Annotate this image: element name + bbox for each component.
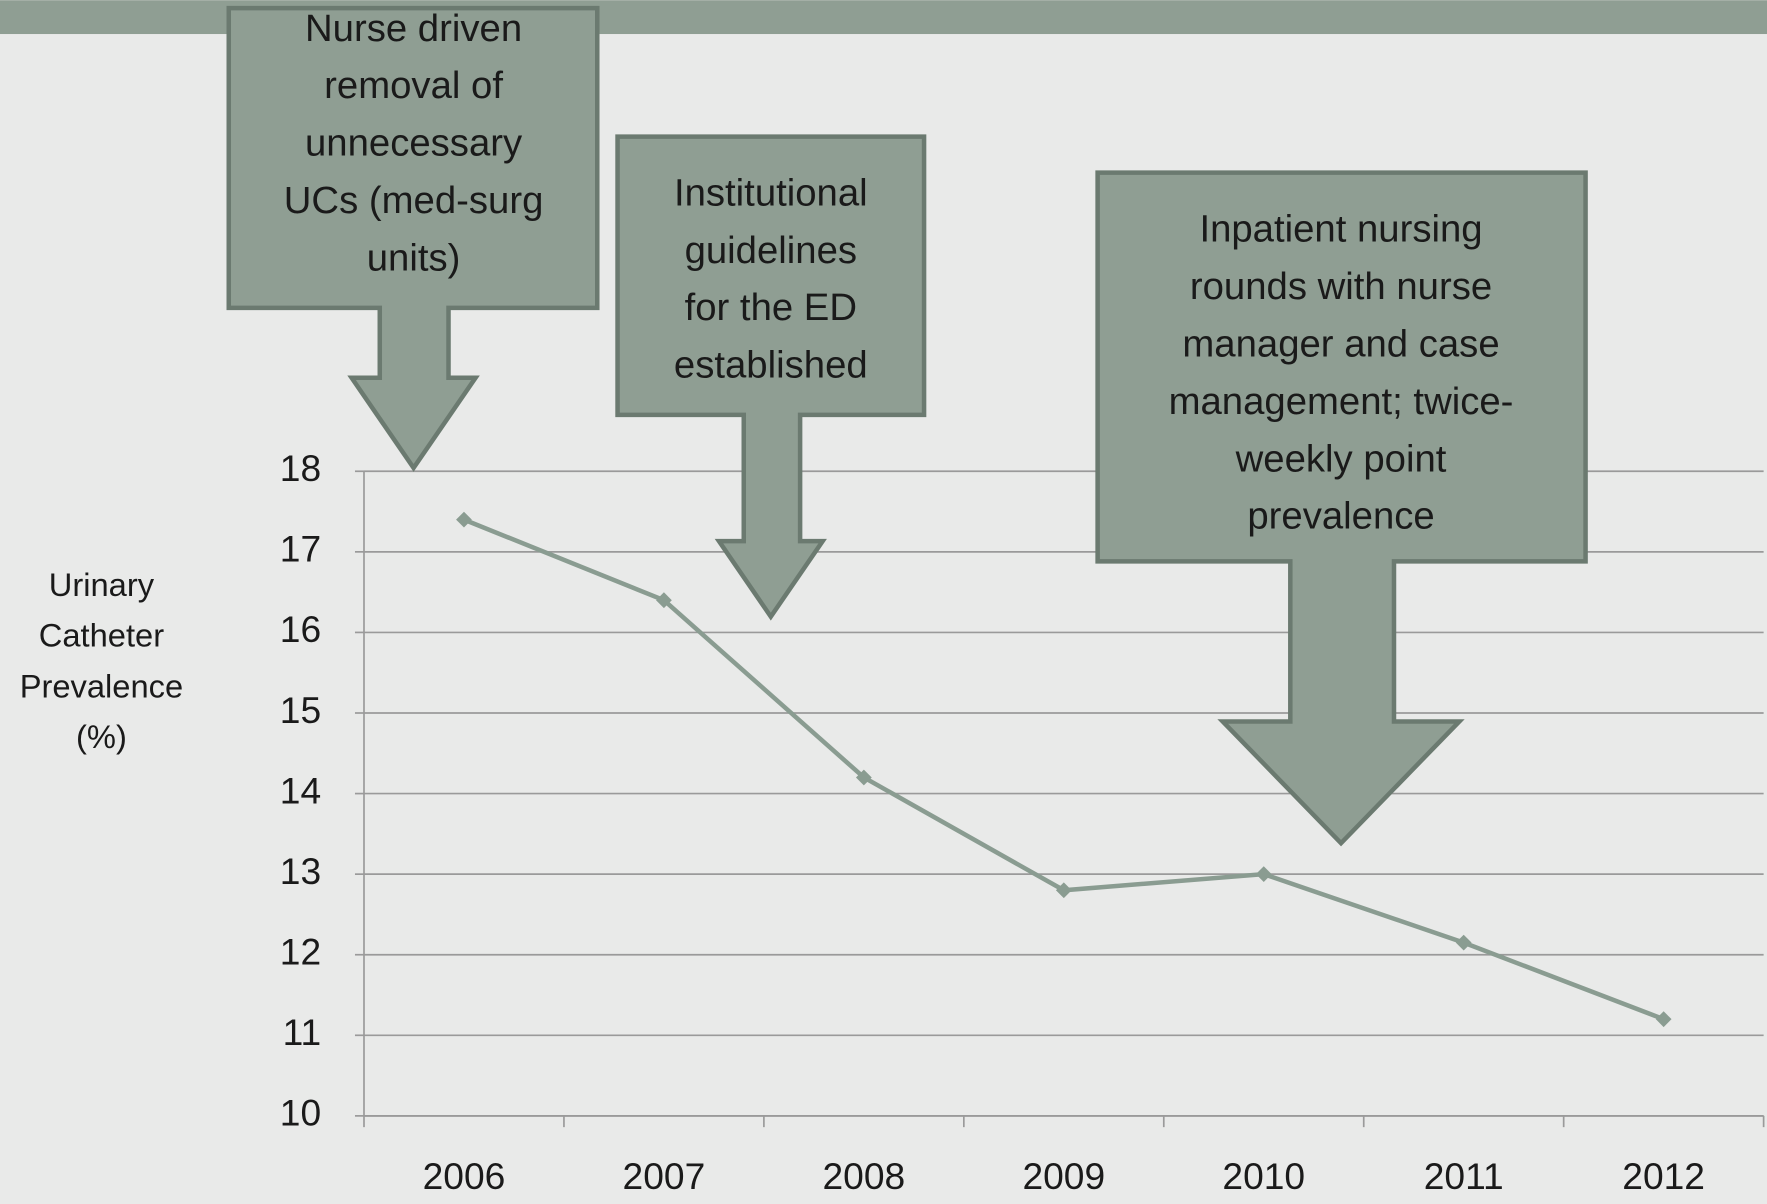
data-point: [855, 769, 872, 786]
y-tick-label: 12: [280, 931, 321, 973]
annotation-text: manager and case: [1182, 322, 1499, 365]
x-tick-label: 2008: [823, 1155, 906, 1197]
y-axis-label: Prevalence: [20, 667, 183, 704]
x-tick-label: 2010: [1222, 1155, 1305, 1197]
y-axis-label: Urinary: [49, 566, 155, 603]
x-tick-label: 2009: [1022, 1155, 1105, 1197]
data-point: [1255, 866, 1272, 883]
annotations: Nurse driven removal of unnecessary UCs (me…: [226, 5, 1588, 847]
annotation-text: weekly point: [1235, 437, 1447, 480]
y-tick-label: 18: [280, 447, 321, 489]
y-tick-label: 17: [280, 528, 321, 570]
x-tick-label: 2011: [1424, 1155, 1504, 1197]
data-point: [1455, 934, 1472, 951]
data-point: [456, 511, 472, 528]
x-tick-label: 2007: [623, 1155, 706, 1197]
annotation-text: UCs (med-surg: [284, 179, 544, 222]
annotation-text: removal of: [324, 64, 503, 107]
data-point: [1055, 882, 1072, 899]
annotation-text: Inpatient nursing: [1199, 207, 1482, 250]
annotation-text: rounds with nurse: [1190, 265, 1492, 308]
y-tick-label: 13: [280, 850, 321, 892]
x-tick-label: 2006: [423, 1155, 506, 1197]
annotation-text: prevalence: [1247, 495, 1434, 538]
annotation-text: for the ED: [685, 286, 857, 329]
y-axis-label: Catheter: [39, 617, 164, 654]
annotation-text: units): [367, 237, 461, 280]
y-tick-label: 16: [280, 608, 321, 650]
y-tick-label: 10: [280, 1092, 321, 1134]
data-point: [1655, 1011, 1672, 1028]
callout-arrow: [615, 134, 927, 621]
data-point: [656, 592, 672, 609]
x-tick-label: 2012: [1622, 1155, 1705, 1197]
y-tick-label: 11: [283, 1011, 322, 1053]
annotation-text: management; twice-: [1169, 380, 1514, 423]
callout-arrow: [226, 5, 600, 472]
y-tick-label: 14: [280, 769, 321, 811]
annotation-text: established: [674, 344, 868, 387]
annotation-text: unnecessary: [305, 122, 523, 165]
callout-arrow: [1095, 170, 1588, 847]
data-line: [463, 517, 1665, 1022]
annotation-text: Nurse driven: [305, 7, 522, 50]
annotation-text: guidelines: [685, 229, 857, 272]
annotation-text: Institutional: [674, 171, 868, 214]
y-axis-label: (%): [76, 718, 127, 755]
y-tick-label: 15: [280, 689, 321, 731]
